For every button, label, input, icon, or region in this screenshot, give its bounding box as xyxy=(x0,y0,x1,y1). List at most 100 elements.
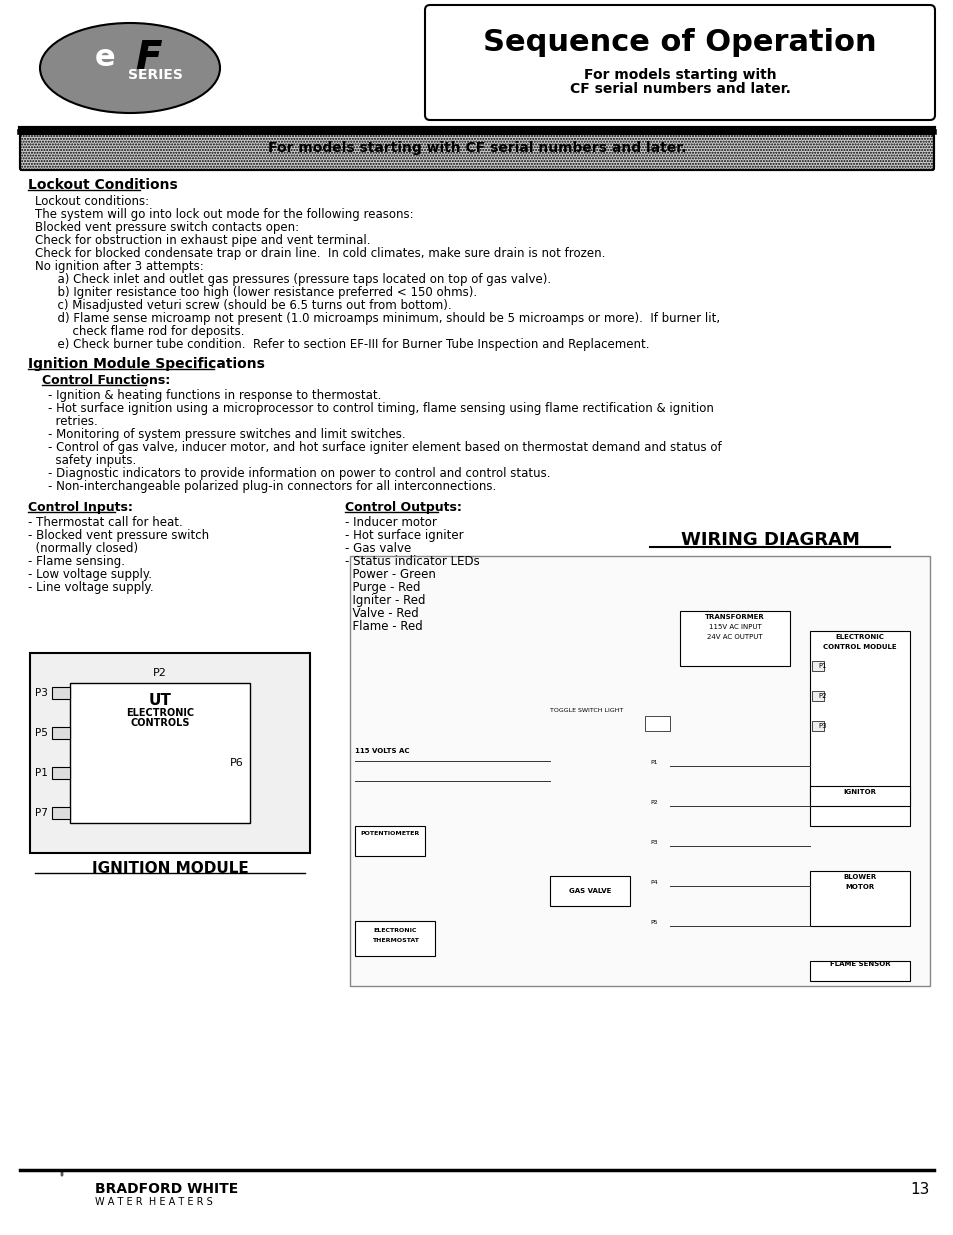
Bar xyxy=(52,806,70,819)
Bar xyxy=(70,683,250,823)
Text: a) Check inlet and outlet gas pressures (pressure taps located on top of gas val: a) Check inlet and outlet gas pressures … xyxy=(35,273,551,287)
Text: Flame - Red: Flame - Red xyxy=(345,620,422,634)
Bar xyxy=(809,785,909,806)
Text: Sequence of Operation: Sequence of Operation xyxy=(482,28,876,57)
Text: WIRING DIAGRAM: WIRING DIAGRAM xyxy=(679,531,859,550)
Text: Control Outputs:: Control Outputs: xyxy=(345,501,461,514)
Text: The system will go into lock out mode for the following reasons:: The system will go into lock out mode fo… xyxy=(35,207,414,221)
Text: - Low voltage supply.: - Low voltage supply. xyxy=(28,568,152,580)
Ellipse shape xyxy=(40,23,220,112)
Text: No ignition after 3 attempts:: No ignition after 3 attempts: xyxy=(35,261,204,273)
Text: Control Functions:: Control Functions: xyxy=(42,374,170,387)
Text: IGNITOR: IGNITOR xyxy=(842,789,876,795)
FancyBboxPatch shape xyxy=(424,5,934,120)
Text: c) Misadjusted veturi screw (should be 6.5 turns out from bottom).: c) Misadjusted veturi screw (should be 6… xyxy=(35,299,451,312)
Text: Lockout conditions:: Lockout conditions: xyxy=(35,195,149,207)
Bar xyxy=(52,687,70,699)
Bar xyxy=(811,661,823,671)
Text: - Hot surface ignition using a microprocessor to control timing, flame sensing u: - Hot surface ignition using a microproc… xyxy=(48,403,713,415)
Text: TOGGLE SWITCH LIGHT: TOGGLE SWITCH LIGHT xyxy=(550,709,622,714)
Text: e: e xyxy=(94,43,115,73)
Text: - Blocked vent pressure switch: - Blocked vent pressure switch xyxy=(28,529,209,542)
Text: Ignition Module Specifications: Ignition Module Specifications xyxy=(28,357,265,370)
Text: P5: P5 xyxy=(35,727,48,739)
Text: BRADFORD WHITE: BRADFORD WHITE xyxy=(95,1182,238,1195)
Text: ELECTRONIC: ELECTRONIC xyxy=(835,634,883,640)
Text: retries.: retries. xyxy=(48,415,97,429)
Bar xyxy=(550,876,629,906)
Text: For models starting with: For models starting with xyxy=(583,68,776,82)
Bar xyxy=(52,727,70,739)
Text: P5: P5 xyxy=(649,920,657,925)
Text: - Monitoring of system pressure switches and limit switches.: - Monitoring of system pressure switches… xyxy=(48,429,405,441)
Text: Check for blocked condensate trap or drain line.  In cold climates, make sure dr: Check for blocked condensate trap or dra… xyxy=(35,247,605,261)
Text: W A T E R  H E A T E R S: W A T E R H E A T E R S xyxy=(95,1197,213,1207)
Text: - Diagnostic indicators to provide information on power to control and control s: - Diagnostic indicators to provide infor… xyxy=(48,467,550,480)
Text: - Control of gas valve, inducer motor, and hot surface igniter element based on : - Control of gas valve, inducer motor, a… xyxy=(48,441,720,454)
Bar xyxy=(811,692,823,701)
Text: P7: P7 xyxy=(35,808,48,818)
Bar xyxy=(811,721,823,731)
Bar xyxy=(809,961,909,981)
Text: P1: P1 xyxy=(649,761,657,766)
Text: ELECTRONIC: ELECTRONIC xyxy=(373,927,416,932)
Text: P3: P3 xyxy=(817,722,825,729)
Text: F: F xyxy=(134,40,161,77)
Bar xyxy=(355,921,435,956)
Text: POTENTIOMETER: POTENTIOMETER xyxy=(360,831,419,836)
Bar xyxy=(355,826,424,856)
Text: P3: P3 xyxy=(649,841,657,846)
Text: UT: UT xyxy=(149,693,172,708)
Text: 115 VOLTS AC: 115 VOLTS AC xyxy=(355,748,409,755)
Text: P2: P2 xyxy=(817,693,825,699)
Text: - Hot surface igniter: - Hot surface igniter xyxy=(345,529,463,542)
Text: IGNITION MODULE: IGNITION MODULE xyxy=(91,861,248,876)
Bar xyxy=(679,611,789,666)
Text: MOTOR: MOTOR xyxy=(844,884,874,890)
Text: For models starting with CF serial numbers and later.: For models starting with CF serial numbe… xyxy=(268,141,685,156)
Text: - Non-interchangeable polarized plug-in connectors for all interconnections.: - Non-interchangeable polarized plug-in … xyxy=(48,480,496,493)
Bar xyxy=(809,631,909,826)
Text: - Line voltage supply.: - Line voltage supply. xyxy=(28,580,153,594)
Text: - Thermostat call for heat.: - Thermostat call for heat. xyxy=(28,516,183,529)
Text: Valve - Red: Valve - Red xyxy=(345,606,418,620)
Text: Control Inputs:: Control Inputs: xyxy=(28,501,132,514)
Bar xyxy=(52,767,70,779)
Text: b) Igniter resistance too high (lower resistance preferred < 150 ohms).: b) Igniter resistance too high (lower re… xyxy=(35,287,476,299)
Bar xyxy=(644,716,669,731)
Text: TRANSFORMER: TRANSFORMER xyxy=(704,614,764,620)
Text: d) Flame sense microamp not present (1.0 microamps minimum, should be 5 microamp: d) Flame sense microamp not present (1.0… xyxy=(35,312,720,325)
Text: Check for obstruction in exhaust pipe and vent terminal.: Check for obstruction in exhaust pipe an… xyxy=(35,233,370,247)
Text: - Inducer motor: - Inducer motor xyxy=(345,516,436,529)
Text: Purge - Red: Purge - Red xyxy=(345,580,420,594)
Text: P4: P4 xyxy=(649,881,657,885)
Text: - Ignition & heating functions in response to thermostat.: - Ignition & heating functions in respon… xyxy=(48,389,381,403)
Text: P1: P1 xyxy=(817,663,825,669)
Text: THERMOSTAT: THERMOSTAT xyxy=(371,939,418,944)
Text: SERIES: SERIES xyxy=(128,68,182,82)
Text: GAS VALVE: GAS VALVE xyxy=(568,888,611,894)
Text: P6: P6 xyxy=(230,758,244,768)
Text: 13: 13 xyxy=(910,1182,929,1197)
Text: P2: P2 xyxy=(152,668,167,678)
Text: CONTROL MODULE: CONTROL MODULE xyxy=(822,643,896,650)
Text: safety inputs.: safety inputs. xyxy=(48,454,136,467)
Text: 115V AC INPUT: 115V AC INPUT xyxy=(708,624,760,630)
Text: check flame rod for deposits.: check flame rod for deposits. xyxy=(35,325,244,338)
Text: Blocked vent pressure switch contacts open:: Blocked vent pressure switch contacts op… xyxy=(35,221,299,233)
FancyBboxPatch shape xyxy=(20,135,933,170)
Bar xyxy=(30,653,310,853)
Text: P1: P1 xyxy=(35,768,48,778)
Text: (normally closed): (normally closed) xyxy=(28,542,138,555)
Text: Power - Green: Power - Green xyxy=(345,568,436,580)
Text: - Flame sensing.: - Flame sensing. xyxy=(28,555,125,568)
Text: e) Check burner tube condition.  Refer to section EF-III for Burner Tube Inspect: e) Check burner tube condition. Refer to… xyxy=(35,338,649,351)
Text: Igniter - Red: Igniter - Red xyxy=(345,594,425,606)
Text: - Status indicator LEDs: - Status indicator LEDs xyxy=(345,555,479,568)
Text: ELECTRONIC: ELECTRONIC xyxy=(126,708,193,718)
Text: 24V AC OUTPUT: 24V AC OUTPUT xyxy=(706,634,762,640)
Text: - Gas valve: - Gas valve xyxy=(345,542,411,555)
Bar xyxy=(809,871,909,926)
Text: P3: P3 xyxy=(35,688,48,698)
Text: CF serial numbers and later.: CF serial numbers and later. xyxy=(569,82,790,96)
